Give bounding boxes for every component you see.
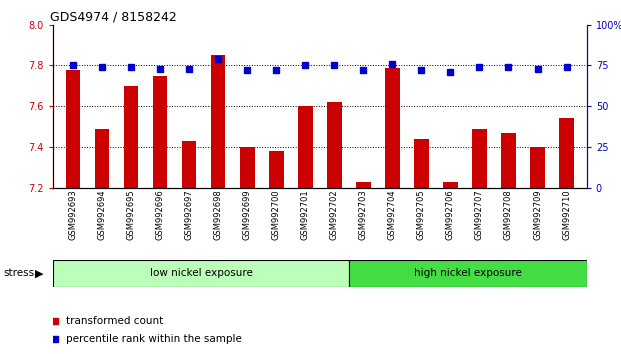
Text: high nickel exposure: high nickel exposure [414, 268, 522, 279]
Text: GSM992708: GSM992708 [504, 189, 513, 240]
Bar [269, 151, 284, 188]
Bar [443, 182, 458, 188]
Text: GSM992694: GSM992694 [97, 189, 107, 240]
Bar [472, 129, 487, 188]
Bar [153, 76, 168, 188]
Text: GSM992704: GSM992704 [388, 189, 397, 240]
Text: GSM992706: GSM992706 [446, 189, 455, 240]
Bar [560, 119, 574, 188]
Text: transformed count: transformed count [66, 315, 163, 326]
Bar [240, 147, 255, 188]
Text: GSM992705: GSM992705 [417, 189, 426, 240]
Bar [350, 260, 587, 287]
Text: stress: stress [3, 268, 34, 279]
Bar [385, 68, 400, 188]
Text: GSM992702: GSM992702 [330, 189, 339, 240]
Text: GSM992696: GSM992696 [156, 189, 165, 240]
Text: GSM992701: GSM992701 [301, 189, 310, 240]
Bar [66, 70, 80, 188]
Text: GSM992695: GSM992695 [127, 189, 135, 240]
Text: GSM992698: GSM992698 [214, 189, 223, 240]
Bar [53, 260, 350, 287]
Text: GSM992697: GSM992697 [184, 189, 194, 240]
Text: GSM992703: GSM992703 [359, 189, 368, 240]
Text: GSM992693: GSM992693 [68, 189, 78, 240]
Text: percentile rank within the sample: percentile rank within the sample [66, 334, 242, 344]
Bar [124, 86, 138, 188]
Text: GSM992700: GSM992700 [272, 189, 281, 240]
Text: GSM992707: GSM992707 [475, 189, 484, 240]
Text: GSM992699: GSM992699 [243, 189, 252, 240]
Text: GSM992709: GSM992709 [533, 189, 542, 240]
Bar [356, 182, 371, 188]
Text: ▶: ▶ [35, 268, 44, 279]
Bar [530, 147, 545, 188]
Bar [327, 102, 342, 188]
Bar [414, 139, 428, 188]
Text: low nickel exposure: low nickel exposure [150, 268, 253, 279]
Bar [95, 129, 109, 188]
Text: GDS4974 / 8158242: GDS4974 / 8158242 [50, 11, 176, 24]
Text: GSM992710: GSM992710 [562, 189, 571, 240]
Bar [298, 106, 312, 188]
Bar [211, 55, 225, 188]
Bar [182, 141, 196, 188]
Bar [501, 133, 515, 188]
